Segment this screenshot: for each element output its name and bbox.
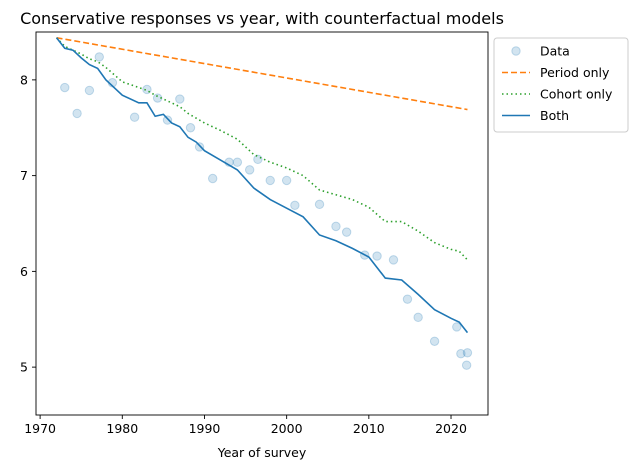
data-point — [290, 200, 300, 211]
legend-swatch-data — [511, 46, 521, 56]
data-point — [331, 221, 341, 232]
y-tick-label: 6 — [20, 264, 28, 279]
data-point — [94, 52, 104, 62]
data-point — [232, 157, 243, 167]
data-point — [175, 94, 185, 104]
data-point — [142, 84, 152, 95]
data-point — [253, 154, 263, 165]
data-point — [402, 294, 413, 304]
data-point — [244, 165, 255, 175]
data-point — [185, 123, 196, 133]
x-tick-label: 2020 — [435, 421, 467, 436]
legend-label-both: Both — [540, 108, 569, 123]
x-tick-label: 2010 — [353, 421, 385, 436]
data-point — [388, 255, 399, 265]
period-only-line — [56, 36, 468, 111]
legend-label-cohort-only: Cohort only — [540, 87, 613, 102]
x-tick-label: 1970 — [24, 421, 56, 436]
data-point — [429, 336, 440, 346]
legend-box — [493, 37, 629, 133]
data-point — [281, 175, 292, 186]
data-point — [207, 173, 218, 184]
data-point — [462, 348, 473, 358]
x-tick-label: 1980 — [106, 421, 138, 436]
x-tick-label: 1990 — [189, 421, 221, 436]
data-point — [341, 227, 352, 237]
plot-frame — [35, 31, 489, 416]
x-axis-label: Year of survey — [217, 445, 307, 460]
plot-area — [35, 31, 489, 416]
y-tick-label: 5 — [20, 360, 28, 375]
data-point — [461, 360, 472, 370]
legend-label-period-only: Period only — [540, 65, 610, 80]
data-point — [265, 175, 275, 186]
data-point — [72, 108, 82, 119]
data-point — [452, 322, 462, 332]
legend: Data Period only Cohort only Both — [493, 37, 629, 133]
y-tick-label: 8 — [20, 72, 28, 87]
legend-label-data: Data — [540, 44, 570, 59]
data-point — [194, 142, 205, 152]
x-tick-label: 2000 — [271, 421, 303, 436]
both-line — [55, 37, 469, 334]
data-point — [456, 349, 466, 359]
data-point — [84, 85, 95, 96]
data-point — [413, 312, 423, 323]
data-point — [372, 251, 382, 261]
data-point — [60, 82, 70, 93]
data-point — [314, 199, 325, 210]
chart-title: Conservative responses vs year, with cou… — [20, 9, 504, 28]
y-axis: 5 6 7 8 — [20, 72, 36, 375]
x-axis: 1970 1980 1990 2000 2010 2020 — [24, 415, 467, 436]
data-point — [129, 112, 140, 122]
data-point — [162, 115, 173, 125]
y-tick-label: 7 — [20, 168, 28, 183]
